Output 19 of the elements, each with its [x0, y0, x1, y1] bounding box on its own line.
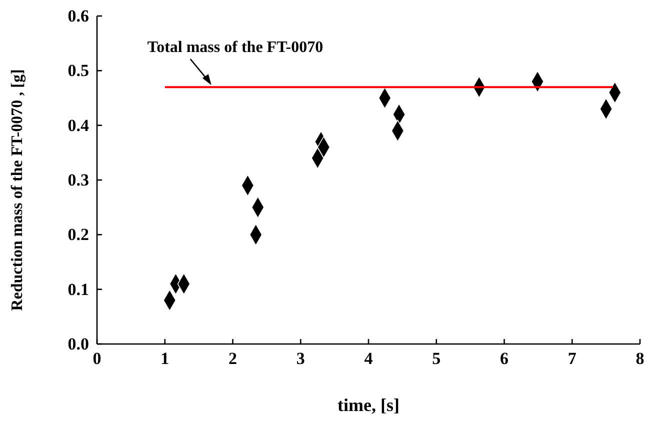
annotation: Total mass of the FT-0070 [147, 39, 324, 56]
x-tick-label: 4 [364, 349, 374, 368]
y-tick-label: 0.1 [68, 280, 89, 299]
y-tick-label: 0.5 [68, 61, 89, 80]
x-tick-label: 5 [432, 349, 441, 368]
y-tick-label: 0.4 [68, 116, 90, 135]
x-tick-label: 8 [636, 349, 644, 368]
x-tick-label: 6 [500, 349, 508, 368]
y-tick-label: 0.6 [68, 6, 89, 26]
y-tick-label: 0.2 [68, 225, 89, 244]
y-tick-label: 0.0 [68, 334, 89, 354]
y-axis-title: Reduction mass of the FT-0070 , [g] [9, 69, 26, 311]
y-tick-label: 0.3 [68, 170, 89, 190]
x-tick-label: 3 [296, 349, 305, 368]
x-tick-label: 1 [160, 349, 170, 368]
x-tick-label: 0 [92, 349, 102, 368]
x-tick-label: 7 [568, 349, 577, 368]
x-axis-title: time, [s] [338, 395, 400, 415]
x-tick-label: 2 [228, 349, 237, 368]
